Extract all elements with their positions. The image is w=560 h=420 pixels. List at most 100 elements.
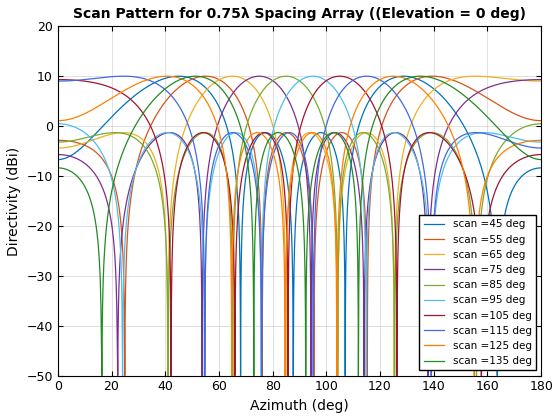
scan =105 deg (344, 75, 351, 80)
scan =115 deg (142, 76, 149, 81)
scan =85 deg (54, 139, 61, 144)
Line: scan =65 deg: scan =65 deg (58, 76, 541, 375)
scan =55 deg (344, 133, 351, 138)
scan =125 deg (164, 74, 170, 79)
Line: scan =135 deg: scan =135 deg (58, 76, 541, 375)
scan =75 deg (416, 164, 422, 169)
scan =55 deg (452, 79, 459, 84)
scan =115 deg (369, 74, 376, 79)
scan =105 deg (452, 151, 459, 156)
scan =65 deg (452, 76, 459, 81)
scan =45 deg (452, 110, 459, 115)
scan =105 deg (416, 134, 422, 139)
scan =65 deg (416, 106, 422, 111)
scan =45 deg (54, 157, 61, 162)
scan =135 deg (538, 157, 544, 162)
scan =85 deg (452, 149, 459, 154)
scan =125 deg (228, 373, 235, 378)
scan =115 deg (344, 82, 351, 87)
scan =65 deg (54, 145, 61, 150)
scan =85 deg (239, 139, 246, 144)
Line: scan =75 deg: scan =75 deg (58, 76, 541, 375)
Y-axis label: Directivity (dBi): Directivity (dBi) (7, 147, 21, 255)
scan =125 deg (538, 138, 544, 143)
scan =55 deg (369, 172, 376, 177)
scan =95 deg (344, 110, 351, 115)
Line: scan =85 deg: scan =85 deg (58, 76, 541, 375)
scan =105 deg (239, 171, 246, 176)
scan =45 deg (142, 85, 149, 90)
Line: scan =115 deg: scan =115 deg (58, 76, 541, 375)
scan =115 deg (363, 74, 370, 79)
scan =95 deg (310, 74, 316, 79)
scan =55 deg (415, 76, 422, 81)
scan =55 deg (122, 373, 128, 378)
scan =85 deg (344, 150, 351, 155)
scan =75 deg (344, 142, 351, 147)
scan =95 deg (416, 164, 422, 169)
scan =105 deg (337, 74, 343, 79)
scan =55 deg (142, 134, 149, 139)
Line: scan =55 deg: scan =55 deg (58, 76, 541, 375)
scan =115 deg (452, 138, 459, 143)
scan =125 deg (239, 148, 246, 153)
scan =65 deg (142, 140, 149, 145)
scan =115 deg (54, 79, 61, 84)
Title: Scan Pattern for 0.75λ Spacing Array ((Elevation = 0 deg): Scan Pattern for 0.75λ Spacing Array ((E… (73, 7, 526, 21)
scan =125 deg (416, 84, 422, 89)
scan =45 deg (369, 93, 376, 98)
scan =45 deg (237, 373, 244, 378)
scan =85 deg (369, 136, 376, 141)
scan =55 deg (429, 74, 436, 79)
scan =45 deg (344, 198, 351, 203)
scan =75 deg (256, 74, 263, 79)
scan =85 deg (165, 373, 171, 378)
scan =135 deg (415, 74, 422, 79)
scan =55 deg (54, 138, 61, 143)
scan =75 deg (142, 147, 149, 152)
scan =115 deg (239, 137, 246, 142)
scan =75 deg (239, 80, 246, 85)
scan =105 deg (369, 101, 376, 106)
scan =95 deg (369, 170, 376, 175)
scan =75 deg (452, 111, 459, 116)
scan =65 deg (344, 157, 351, 162)
scan =65 deg (369, 132, 376, 137)
scan =45 deg (239, 212, 246, 217)
scan =135 deg (369, 124, 376, 129)
scan =125 deg (54, 118, 61, 123)
scan =135 deg (417, 74, 423, 79)
scan =95 deg (142, 145, 149, 150)
scan =115 deg (202, 373, 208, 378)
scan =65 deg (239, 76, 246, 81)
scan =85 deg (283, 74, 290, 79)
scan =135 deg (452, 87, 459, 92)
Line: scan =45 deg: scan =45 deg (58, 76, 541, 375)
Line: scan =105 deg: scan =105 deg (58, 76, 541, 375)
scan =95 deg (119, 373, 126, 378)
X-axis label: Azimuth (deg): Azimuth (deg) (250, 399, 349, 413)
scan =65 deg (164, 373, 171, 378)
Line: scan =125 deg: scan =125 deg (58, 76, 541, 375)
scan =135 deg (99, 373, 105, 378)
Legend: scan =45 deg, scan =55 deg, scan =65 deg, scan =75 deg, scan =85 deg, scan =95 d: scan =45 deg, scan =55 deg, scan =65 deg… (419, 215, 536, 370)
scan =65 deg (229, 74, 236, 79)
scan =45 deg (416, 77, 422, 82)
scan =135 deg (54, 165, 61, 171)
Line: scan =95 deg: scan =95 deg (58, 76, 541, 375)
scan =125 deg (452, 140, 459, 145)
scan =115 deg (416, 142, 422, 147)
scan =125 deg (142, 78, 149, 83)
scan =135 deg (142, 107, 149, 112)
scan =125 deg (369, 82, 376, 87)
scan =105 deg (54, 77, 61, 82)
scan =105 deg (142, 115, 149, 120)
scan =75 deg (369, 169, 376, 174)
scan =115 deg (538, 145, 544, 150)
scan =135 deg (239, 132, 246, 137)
scan =55 deg (239, 106, 246, 111)
scan =45 deg (175, 74, 182, 79)
scan =65 deg (538, 79, 544, 84)
scan =75 deg (114, 373, 121, 378)
scan =85 deg (416, 136, 422, 142)
